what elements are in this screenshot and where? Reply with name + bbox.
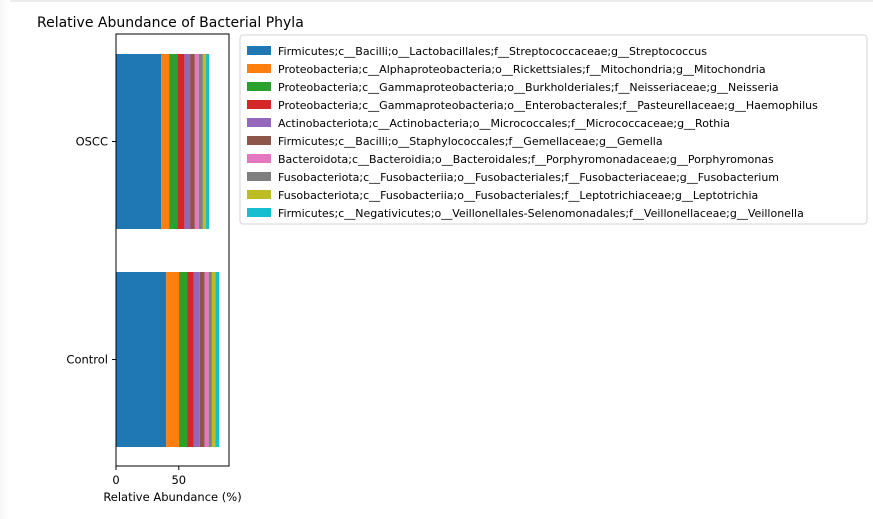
bars-group <box>116 54 220 447</box>
axes-group: OSCC Control 0 50 <box>66 135 186 488</box>
left-edge-shadow <box>0 0 10 519</box>
legend-swatch-2 <box>247 64 271 73</box>
legend-frame <box>239 34 868 225</box>
bar-segment-control-4 <box>187 272 194 447</box>
bar-segment-control-9 <box>211 272 216 447</box>
legend-label-2: Proteobacteria;c__Alphaproteobacteria;o_… <box>278 63 766 76</box>
legend-swatch-7 <box>247 154 271 163</box>
legend-swatch-8 <box>247 172 271 181</box>
bar-segment-control-8 <box>208 272 212 447</box>
legend-swatch-3 <box>247 82 271 91</box>
y-tick-label-oscc: OSCC <box>76 135 108 149</box>
legend-label-10: Firmicutes;c__Negativicutes;o__Veillonel… <box>278 207 804 220</box>
legend-items: Firmicutes;c__Bacilli;o__Lactobacillales… <box>247 45 818 220</box>
legend-swatch-1 <box>247 46 271 55</box>
x-axis-label: Relative Abundance (%) <box>103 490 241 504</box>
x-tick-label-50: 50 <box>171 473 186 487</box>
bar-segment-oscc-1 <box>116 54 162 229</box>
legend-label-5: Actinobacteriota;c__Actinobacteria;o__Mi… <box>278 117 730 130</box>
legend-swatch-5 <box>247 118 271 127</box>
bar-segment-oscc-4 <box>177 54 185 229</box>
bar-segment-oscc-6 <box>190 54 195 229</box>
bar-segment-control-7 <box>204 272 209 447</box>
legend-label-6: Firmicutes;c__Bacilli;o__Staphylococcale… <box>278 135 663 148</box>
bar-segment-oscc-8 <box>198 54 203 229</box>
bar-segment-oscc-3 <box>169 54 178 229</box>
legend-label-4: Proteobacteria;c__Gammaproteobacteria;o_… <box>278 99 818 112</box>
bar-segment-oscc-10 <box>206 54 210 229</box>
bar-segment-control-10 <box>215 272 220 447</box>
top-divider <box>0 0 873 2</box>
bar-segment-control-2 <box>166 272 180 447</box>
plot-frame <box>115 33 230 467</box>
x-tick-label-0: 0 <box>112 473 119 487</box>
bar-segment-control-1 <box>116 272 167 447</box>
legend: Firmicutes;c__Bacilli;o__Lactobacillales… <box>239 34 868 225</box>
legend-swatch-6 <box>247 136 271 145</box>
legend-swatch-9 <box>247 190 271 199</box>
y-tick-label-control: Control <box>66 353 108 367</box>
bar-segment-control-6 <box>199 272 205 447</box>
bar-segment-control-5 <box>193 272 200 447</box>
bar-segment-control-3 <box>179 272 188 447</box>
legend-swatch-4 <box>247 100 271 109</box>
bar-segment-oscc-7 <box>194 54 199 229</box>
bar-segment-oscc-9 <box>202 54 207 229</box>
legend-label-7: Bacteroidota;c__Bacteroidia;o__Bacteroid… <box>278 153 774 166</box>
chart-title: Relative Abundance of Bacterial Phyla <box>37 15 304 31</box>
legend-label-9: Fusobacteriota;c__Fusobacteriia;o__Fusob… <box>278 189 758 202</box>
legend-label-3: Proteobacteria;c__Gammaproteobacteria;o_… <box>278 81 779 94</box>
legend-label-1: Firmicutes;c__Bacilli;o__Lactobacillales… <box>278 45 707 58</box>
bar-segment-oscc-5 <box>184 54 191 229</box>
legend-label-8: Fusobacteriota;c__Fusobacteriia;o__Fusob… <box>278 171 779 184</box>
legend-swatch-10 <box>247 208 271 217</box>
bar-segment-oscc-2 <box>161 54 170 229</box>
